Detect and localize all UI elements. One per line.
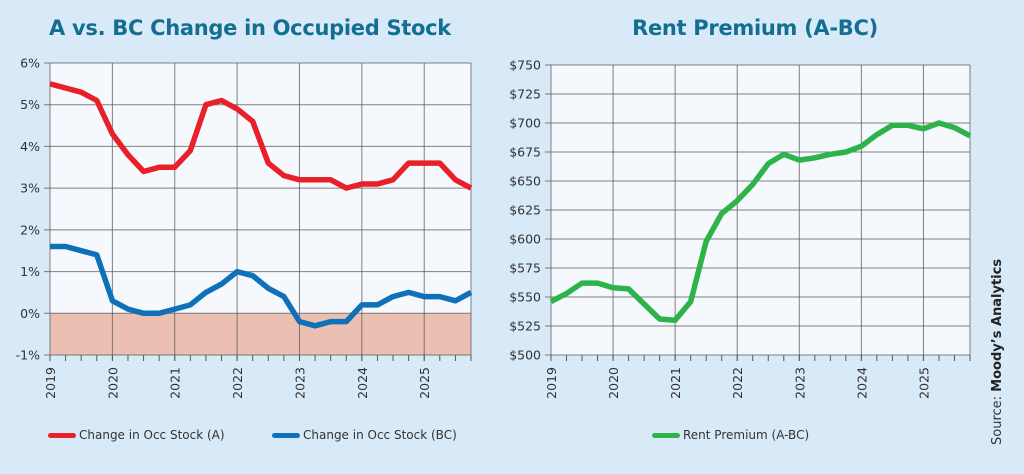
x-tick-label: 2023 bbox=[292, 367, 307, 399]
legend-item-a: Change in Occ Stock (A) bbox=[48, 428, 225, 442]
x-tick-label: 2022 bbox=[730, 367, 745, 399]
legend-swatch-rent-premium bbox=[652, 432, 680, 438]
series-line-rent-premium-a-bc bbox=[549, 120, 972, 323]
x-tick-label: 2025 bbox=[916, 367, 931, 399]
y-tick-label: 0% bbox=[20, 306, 40, 321]
legend-item-rent-premium: Rent Premium (A-BC) bbox=[652, 428, 809, 442]
y-tick-label: 3% bbox=[20, 181, 40, 196]
chart-occupied-stock: 6% 5% 4% 3% 2% 1% 0% -1%2019 2020 2021 2022 2023 202… bbox=[16, 56, 473, 399]
x-tick-label: 2019 bbox=[544, 367, 559, 399]
y-tick-label: $550 bbox=[509, 290, 541, 305]
y-tick-label: $575 bbox=[509, 261, 541, 276]
y-tick-label: $500 bbox=[509, 348, 541, 363]
legend-item-bc: Change in Occ Stock (BC) bbox=[272, 428, 457, 442]
x-tick-label: 2020 bbox=[105, 367, 120, 399]
y-tick-label: 6% bbox=[20, 56, 40, 71]
y-tick-label: -1% bbox=[16, 348, 40, 363]
y-tick-label: $625 bbox=[509, 203, 541, 218]
legend-swatch-bc bbox=[272, 432, 300, 438]
legend-label-a: Change in Occ Stock (A) bbox=[79, 428, 225, 442]
plot-area bbox=[50, 63, 471, 355]
x-tick-label: 2021 bbox=[168, 367, 183, 399]
x-tick-label: 2024 bbox=[854, 367, 869, 399]
x-tick-label: 2021 bbox=[668, 367, 683, 399]
legend-label-rent-premium: Rent Premium (A-BC) bbox=[683, 428, 810, 442]
x-tick-label: 2019 bbox=[43, 367, 58, 399]
legend-label-bc: Change in Occ Stock (BC) bbox=[303, 428, 457, 442]
source-prefix: Source: bbox=[990, 391, 1005, 445]
chart-rent-premium: $750 $725 $700 $675 $650 $625 $600 $575 $550 $525… bbox=[509, 58, 972, 399]
series-line-change-in-occ-stock-bc bbox=[50, 243, 473, 329]
y-tick-label: $525 bbox=[509, 319, 541, 334]
y-tick-label: 2% bbox=[20, 222, 40, 237]
legend-swatch-a bbox=[48, 432, 76, 438]
source-note: Source: Moody’s Analytics bbox=[990, 259, 1005, 445]
chart-title-occupied-stock: A vs. BC Change in Occupied Stock bbox=[49, 16, 451, 40]
y-tick-label: 1% bbox=[20, 264, 40, 279]
source-name: Moody’s Analytics bbox=[990, 258, 1005, 392]
chart-title-rent-premium: Rent Premium (A-BC) bbox=[632, 16, 878, 40]
x-tick-label: 2020 bbox=[606, 367, 621, 399]
y-tick-label: 4% bbox=[20, 139, 40, 154]
y-tick-label: $650 bbox=[509, 174, 541, 189]
negative-region-shade bbox=[50, 313, 471, 355]
y-tick-label: $750 bbox=[509, 58, 541, 73]
series-line-change-in-occ-stock-a bbox=[49, 81, 473, 191]
y-tick-label: $600 bbox=[509, 232, 541, 247]
y-tick-label: 5% bbox=[20, 97, 40, 112]
y-tick-label: $700 bbox=[509, 116, 541, 131]
y-tick-label: $675 bbox=[509, 145, 541, 160]
x-tick-label: 2022 bbox=[230, 367, 245, 399]
y-tick-label: $725 bbox=[509, 87, 541, 102]
x-tick-label: 2024 bbox=[355, 367, 370, 399]
x-tick-label: 2025 bbox=[417, 367, 432, 399]
x-tick-label: 2023 bbox=[792, 367, 807, 399]
